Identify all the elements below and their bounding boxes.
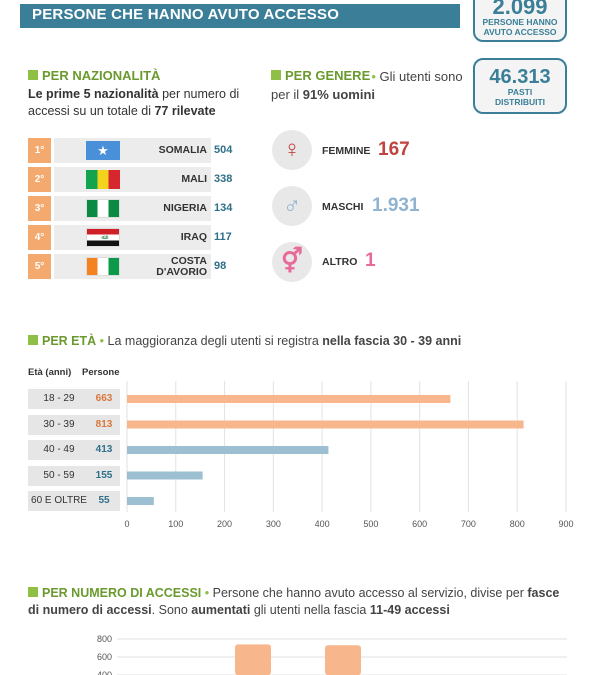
people-column-header: Persone <box>82 367 120 378</box>
nationality-name: IRAQ <box>180 231 207 243</box>
total-access-value: 2.099 <box>492 0 548 19</box>
male-icon: ♂ <box>272 186 312 226</box>
gender-value-female: 167 <box>378 139 410 160</box>
age-bar <box>127 471 203 480</box>
age-label: 60 E OLTRE <box>31 495 87 506</box>
age-label: 30 - 39 <box>43 418 75 430</box>
x-tick-label: 800 <box>510 519 525 529</box>
x-tick-label: 700 <box>461 519 476 529</box>
x-tick-label: 900 <box>558 519 573 529</box>
gender-value-male: 1.931 <box>372 195 420 216</box>
green-square-icon <box>28 587 38 597</box>
age-value-label: 813 <box>95 418 113 430</box>
y-tick-label: 800 <box>97 634 112 644</box>
y-tick-label: 400 <box>97 670 112 675</box>
gender-heading: PER GENERE <box>271 68 370 83</box>
nationality-value: 504 <box>214 144 233 156</box>
nigeria-flag-icon <box>86 199 120 218</box>
ivory-coast-flag-icon <box>86 257 120 276</box>
rank-badge: 5° <box>28 254 51 279</box>
x-tick-label: 200 <box>217 519 232 529</box>
gender-label-male: MASCHI <box>322 201 364 213</box>
nationality-row: 1° ★ SOMALIA 504 <box>28 138 232 163</box>
age-label: 18 - 29 <box>43 393 75 404</box>
nationality-value: 134 <box>214 202 233 214</box>
age-row: 40 - 49 413 <box>28 440 120 460</box>
somalia-flag-icon: ★ <box>86 141 120 160</box>
age-bar <box>127 420 524 429</box>
green-square-icon <box>28 335 38 345</box>
nationality-name: MALI <box>181 173 207 185</box>
access-bar <box>325 645 361 675</box>
rank-badge: 2° <box>28 167 51 192</box>
access-heading: PER NUMERO DI ACCESSI • Persone che hann… <box>28 586 560 617</box>
x-tick-label: 100 <box>168 519 183 529</box>
age-row: 18 - 29 663 <box>28 389 120 409</box>
total-access-label-2: AVUTO ACCESSO <box>483 26 557 37</box>
nationality-name: SOMALIA <box>158 144 207 156</box>
page-title: PERSONE CHE HANNO AVUTO ACCESSO <box>32 6 340 23</box>
meals-label-1: PASTI <box>507 87 533 97</box>
nationality-row: 5° COSTA D'AVORIO 98 <box>28 254 226 279</box>
nationality-description: Le prime 5 nazionalità per numero di acc… <box>28 87 240 118</box>
header-bar <box>20 4 460 28</box>
nationality-name: COSTA D'AVORIO <box>156 255 207 278</box>
gender-other-icon: ⚥ <box>272 242 312 282</box>
age-value-label: 55 <box>98 495 110 506</box>
age-bar <box>127 395 451 403</box>
gender-label-other: ALTRO <box>322 256 358 268</box>
x-tick-label: 500 <box>363 519 378 529</box>
nationality-heading: PER NAZIONALITÀ <box>28 68 160 83</box>
x-tick-label: 300 <box>266 519 281 529</box>
green-square-icon <box>28 70 38 80</box>
access-bar <box>235 644 271 675</box>
x-tick-label: 0 <box>124 519 129 529</box>
total-access-badge: 2.099 PERSONE HANNO AVUTO ACCESSO <box>473 0 567 42</box>
age-value-label: 155 <box>95 469 113 481</box>
gender-description: ■ PER GENERE • Gli utenti sono per il 91… <box>271 69 463 102</box>
nationality-value: 117 <box>214 231 232 243</box>
green-square-icon <box>271 70 281 80</box>
nationality-value: 98 <box>214 260 227 272</box>
age-row: 50 - 59 155 <box>28 465 120 486</box>
rank-badge: 4° <box>28 225 51 250</box>
age-bar <box>127 446 329 454</box>
age-column-header: Età (anni) <box>28 367 72 378</box>
nationality-name: NIGERIA <box>163 202 207 214</box>
age-bar <box>127 497 154 505</box>
rank-badge: 3° <box>28 196 51 221</box>
gender-label-female: FEMMINE <box>322 145 371 157</box>
female-icon: ♀ <box>272 130 312 170</box>
gender-value-other: 1 <box>365 250 376 271</box>
age-heading: PER ETÀ • La maggioranza degli utenti si… <box>28 334 461 348</box>
meals-value: 46.313 <box>489 66 551 88</box>
rank-badge: 1° <box>28 138 51 163</box>
age-value-label: 413 <box>95 444 113 455</box>
total-access-label-1: PERSONE HANNO <box>482 17 558 27</box>
mali-flag-icon <box>86 170 120 189</box>
age-label: 50 - 59 <box>43 469 75 481</box>
y-tick-label: 600 <box>97 652 112 662</box>
nationality-value: 338 <box>214 173 233 185</box>
age-label: 40 - 49 <box>43 444 75 455</box>
age-row: 30 - 39 813 <box>28 414 120 435</box>
x-tick-label: 600 <box>412 519 427 529</box>
meals-label-2: DISTRIBUITI <box>494 96 546 107</box>
age-value-label: 663 <box>95 393 113 404</box>
x-tick-label: 400 <box>315 519 330 529</box>
iraq-flag-icon: ﷲ <box>86 228 120 247</box>
nationality-row: 2° MALI 338 <box>28 167 232 192</box>
nationality-row: 4° ﷲ IRAQ 117 <box>28 225 232 250</box>
meals-badge: 46.313 PASTI DISTRIBUITI <box>473 58 567 114</box>
age-row: 60 E OLTRE 55 <box>28 491 120 511</box>
nationality-row: 3° NIGERIA 134 <box>28 196 232 221</box>
